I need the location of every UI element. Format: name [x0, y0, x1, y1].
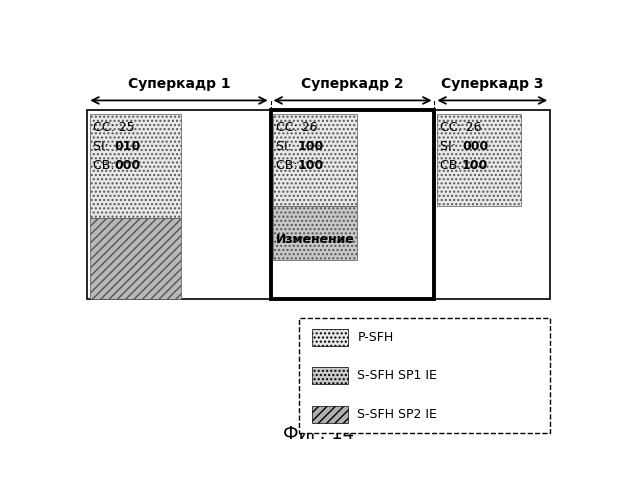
- Bar: [273, 206, 358, 260]
- Text: Изменение: Изменение: [276, 232, 355, 245]
- Bar: [437, 114, 521, 206]
- Text: 000: 000: [115, 160, 141, 172]
- Text: CB:: CB:: [440, 160, 466, 172]
- Bar: [271, 110, 435, 298]
- Text: 100: 100: [298, 160, 324, 172]
- Text: SI:: SI:: [440, 140, 460, 153]
- Bar: [87, 110, 550, 298]
- Text: P-SFH: P-SFH: [358, 330, 394, 344]
- Text: 010: 010: [115, 140, 141, 153]
- Text: 000: 000: [462, 140, 488, 153]
- Text: Суперкадр 3: Суперкадр 3: [441, 77, 544, 91]
- Bar: [312, 367, 348, 384]
- Text: SI:: SI:: [276, 140, 296, 153]
- Bar: [90, 218, 182, 298]
- Bar: [273, 114, 358, 206]
- Text: S-SFH SP1 IE: S-SFH SP1 IE: [358, 369, 437, 382]
- Text: Фиг. 14: Фиг. 14: [283, 425, 355, 443]
- Text: Суперкадр 2: Суперкадр 2: [301, 77, 404, 91]
- Text: SI:: SI:: [93, 140, 113, 153]
- Text: 100: 100: [462, 160, 488, 172]
- Text: 100: 100: [298, 140, 324, 153]
- Text: CC: 26: CC: 26: [440, 121, 482, 134]
- Text: Суперкадр 1: Суперкадр 1: [128, 77, 230, 91]
- Bar: [300, 318, 550, 434]
- Text: CB:: CB:: [93, 160, 119, 172]
- Text: S-SFH SP2 IE: S-SFH SP2 IE: [358, 408, 437, 420]
- Text: CC: 26: CC: 26: [276, 121, 318, 134]
- Bar: [312, 328, 348, 346]
- Bar: [90, 114, 182, 218]
- Text: CC: 25: CC: 25: [93, 121, 135, 134]
- Bar: [312, 406, 348, 423]
- Text: CB:: CB:: [276, 160, 302, 172]
